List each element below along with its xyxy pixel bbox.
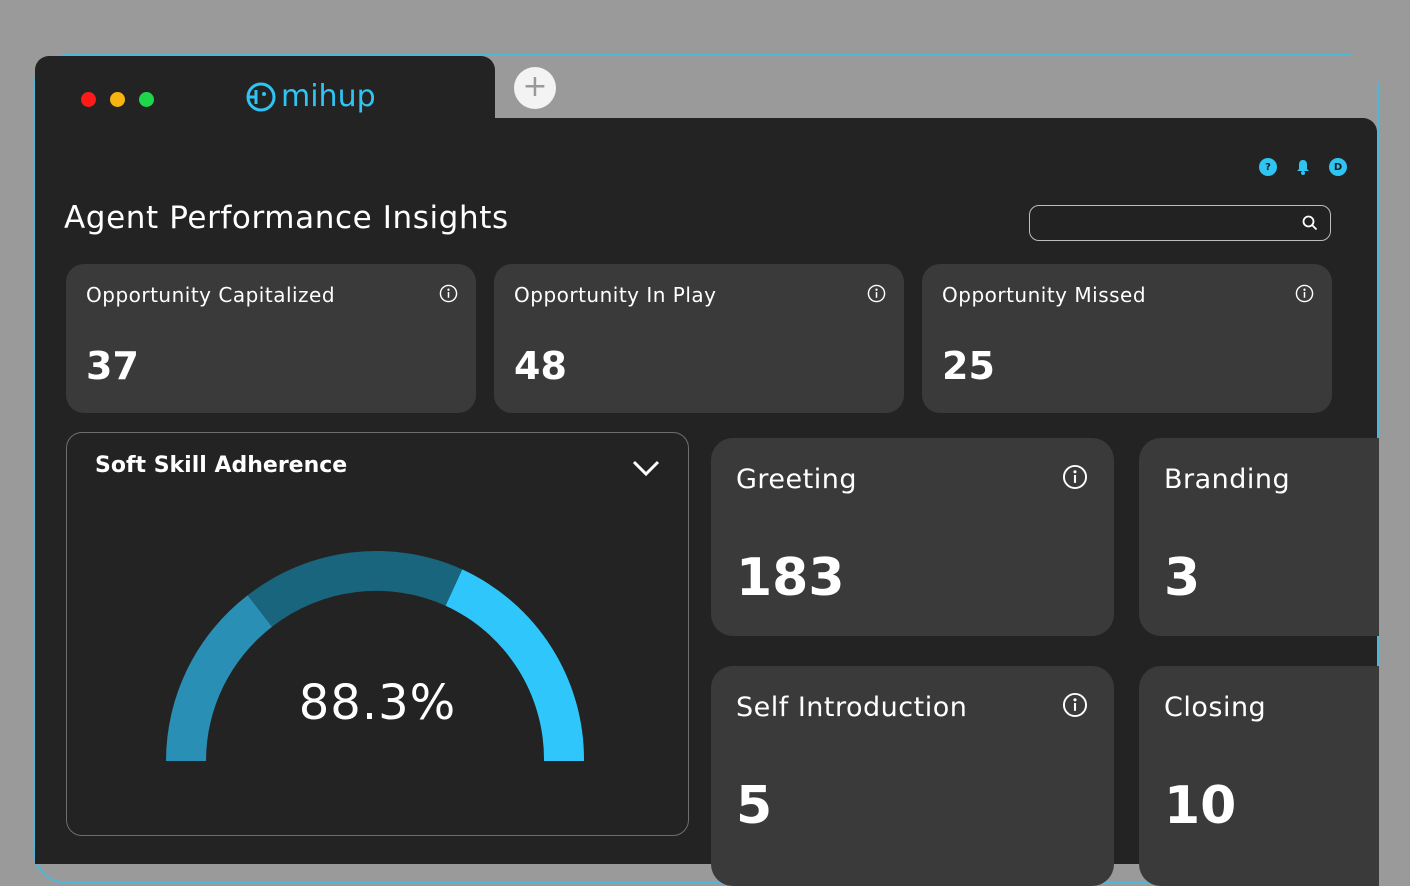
- card-label: Opportunity In Play: [514, 283, 717, 307]
- info-icon[interactable]: [1295, 284, 1314, 303]
- card-label: Branding: [1164, 464, 1291, 495]
- page-title: Agent Performance Insights: [64, 200, 509, 236]
- search-icon[interactable]: [1302, 215, 1318, 231]
- info-icon[interactable]: [1062, 692, 1088, 718]
- card-opportunity-in-play: Opportunity In Play 48: [494, 264, 904, 413]
- card-value: 37: [86, 344, 139, 388]
- tab-bar: [495, 56, 1377, 118]
- card-value: 10: [1164, 776, 1237, 836]
- new-tab-button[interactable]: +: [514, 67, 556, 109]
- card-label: Closing: [1164, 692, 1267, 723]
- card-value: 183: [736, 548, 845, 608]
- browser-window: mihup + ? D Agent Performance Insights O…: [35, 56, 1379, 886]
- brand-logo: mihup: [245, 79, 376, 114]
- card-value: 5: [736, 776, 773, 836]
- info-icon[interactable]: [439, 284, 458, 303]
- user-avatar[interactable]: D: [1329, 158, 1347, 176]
- soft-skill-adherence-card: Soft Skill Adherence 88.3%: [66, 432, 689, 836]
- info-icon[interactable]: [867, 284, 886, 303]
- card-label: Opportunity Missed: [942, 283, 1147, 307]
- card-opportunity-capitalized: Opportunity Capitalized 37: [66, 264, 476, 413]
- card-closing: Closing 10: [1139, 666, 1379, 886]
- maximize-window-dot[interactable]: [139, 92, 154, 107]
- bell-icon[interactable]: [1294, 158, 1312, 176]
- gauge-title: Soft Skill Adherence: [95, 453, 348, 478]
- brand-name: mihup: [281, 79, 376, 114]
- card-label: Opportunity Capitalized: [86, 283, 336, 307]
- card-opportunity-missed: Opportunity Missed 25: [922, 264, 1332, 413]
- gauge-value: 88.3%: [298, 675, 457, 731]
- chevron-down-icon[interactable]: [632, 459, 660, 477]
- card-label: Greeting: [736, 464, 857, 495]
- minimize-window-dot[interactable]: [110, 92, 125, 107]
- mihup-logo-icon: [246, 82, 276, 111]
- card-value: 3: [1164, 548, 1201, 608]
- card-value: 25: [942, 344, 995, 388]
- gauge-segment-high: [445, 569, 585, 761]
- search-input[interactable]: [1040, 206, 1294, 240]
- help-icon[interactable]: ?: [1259, 158, 1277, 176]
- gauge-chart: [166, 550, 585, 761]
- header-icons: ? D: [1259, 158, 1347, 176]
- card-label: Self Introduction: [736, 692, 968, 723]
- gauge-segment-low: [166, 595, 273, 761]
- close-window-dot[interactable]: [81, 92, 96, 107]
- gauge-segment-mid: [247, 550, 463, 627]
- card-self-introduction: Self Introduction 5: [711, 666, 1114, 886]
- info-icon[interactable]: [1062, 464, 1088, 490]
- card-greeting: Greeting 183: [711, 438, 1114, 636]
- card-branding: Branding 3: [1139, 438, 1379, 636]
- main-content: ? D Agent Performance Insights Opportuni…: [35, 118, 1379, 886]
- card-value: 48: [514, 344, 567, 388]
- search-box[interactable]: [1029, 205, 1331, 241]
